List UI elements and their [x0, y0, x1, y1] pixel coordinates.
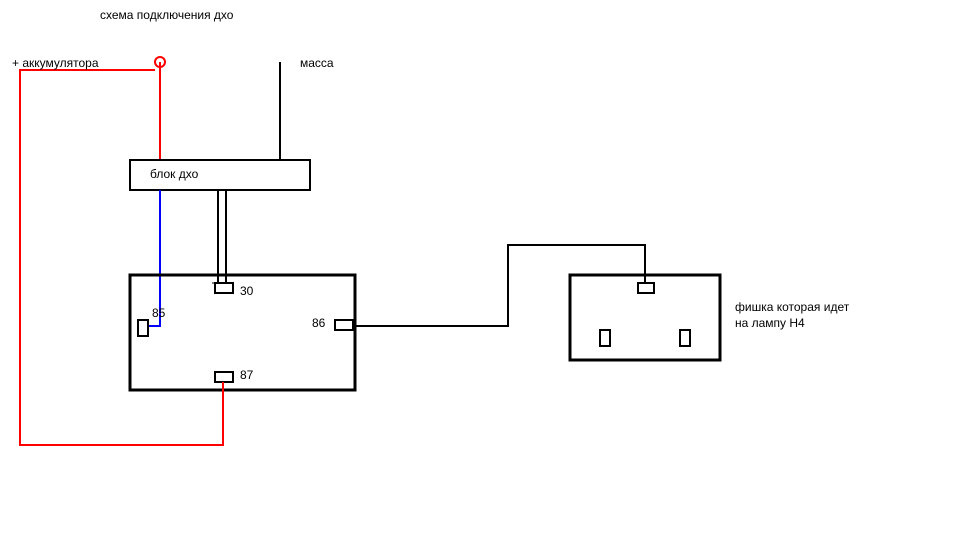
pin87-label: 87 [240, 368, 253, 382]
diagram-canvas: схема подключения дхо + аккумулятора мас… [0, 0, 960, 540]
h4-connector-label-line2: на лампу H4 [735, 316, 805, 330]
h4-pin-top [638, 283, 654, 293]
wire-black-86-h4 [355, 245, 645, 326]
h4-pin-right [680, 330, 690, 346]
h4-pin-left [600, 330, 610, 346]
battery-plus-label: + аккумулятора [12, 56, 99, 70]
wiring-svg [0, 0, 960, 540]
ground-label: масса [300, 56, 334, 70]
relay-pin-85 [138, 320, 148, 336]
pin30-label: 30 [240, 284, 253, 298]
relay-pin-30 [215, 283, 233, 293]
h4-connector-label-line1: фишка которая идет [735, 300, 849, 314]
h4-connector-box [570, 275, 720, 360]
pin85-label: 85 [152, 306, 165, 320]
drl-block-label: блок дхо [150, 167, 198, 181]
pin86-label: 86 [312, 316, 325, 330]
relay-pin-87 [215, 372, 233, 382]
relay-pin-86 [335, 320, 353, 330]
diagram-title: схема подключения дхо [100, 8, 233, 22]
